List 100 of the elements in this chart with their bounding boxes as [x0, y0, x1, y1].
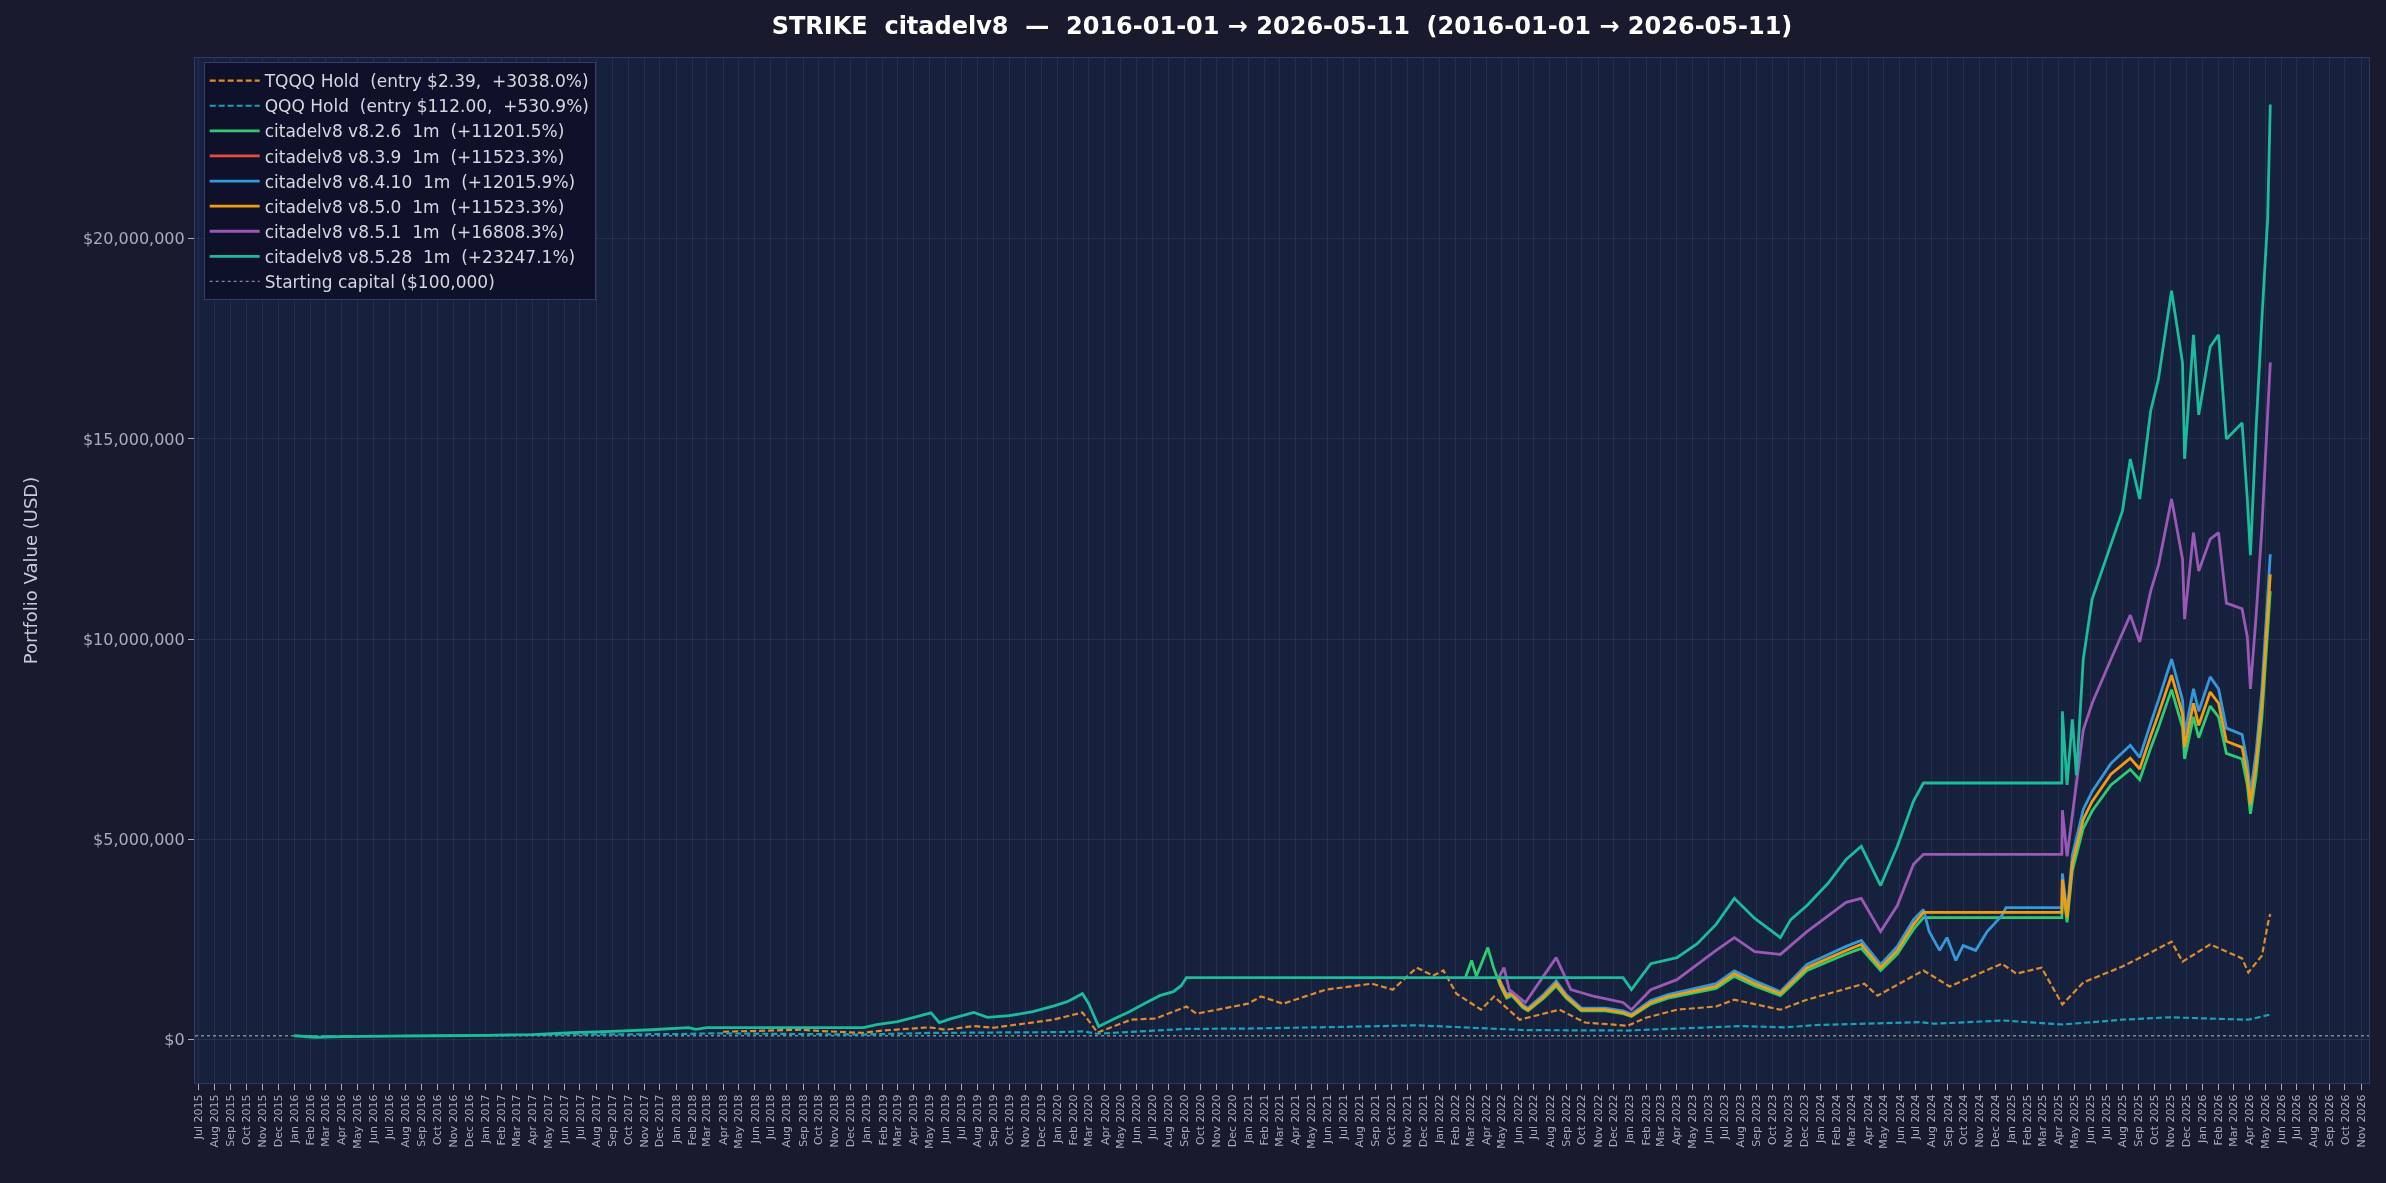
- x-tick-label: Oct 2017: [621, 1094, 635, 1146]
- x-tick-label: Dec 2018: [844, 1094, 858, 1148]
- x-tick-label: Jan 2020: [1050, 1094, 1064, 1144]
- x-tick-label: Mar 2024: [1845, 1094, 1859, 1147]
- x-tick-label: Jan 2016: [287, 1094, 301, 1144]
- x-tick-label: Feb 2023: [1639, 1094, 1653, 1146]
- x-tick-label: May 2016: [351, 1094, 365, 1149]
- x-tick-label: Feb 2022: [1448, 1094, 1462, 1146]
- legend-label: QQQ Hold (entry $112.00, +530.9%): [264, 96, 589, 117]
- x-tick-label: Nov 2022: [1591, 1094, 1605, 1148]
- x-tick-label: Nov 2018: [828, 1094, 842, 1148]
- x-tick-label: Oct 2018: [812, 1094, 826, 1146]
- x-tick-label: Oct 2024: [1957, 1094, 1971, 1146]
- x-tick-label: Aug 2017: [589, 1094, 603, 1148]
- x-tick-label: Aug 2022: [1543, 1094, 1557, 1148]
- x-tick-label: Apr 2016: [335, 1094, 349, 1146]
- x-tick-label: Jan 2026: [2195, 1094, 2209, 1144]
- x-tick-label: Nov 2026: [2354, 1094, 2368, 1148]
- x-tick-label: Oct 2019: [1002, 1094, 1016, 1146]
- x-tick-label: Dec 2016: [462, 1094, 476, 1148]
- chart-title: STRIKE citadelv8 — 2016-01-01 → 2026-05-11 (2016-01-01 → 2026-05-11): [771, 12, 1793, 41]
- x-tick-label: Jun 2020: [1130, 1094, 1144, 1145]
- x-tick-label: Aug 2024: [1925, 1094, 1939, 1148]
- x-tick-label: May 2025: [2067, 1094, 2081, 1149]
- x-tick-label: Jan 2019: [860, 1094, 874, 1144]
- x-tick-label: Nov 2025: [2164, 1094, 2178, 1148]
- x-tick-label: Apr 2019: [907, 1094, 921, 1146]
- x-tick-label: May 2024: [1877, 1094, 1891, 1149]
- x-tick-label: Oct 2015: [239, 1094, 253, 1146]
- x-tick-label: Dec 2019: [1034, 1094, 1048, 1148]
- line-series: [1497, 361, 2272, 1012]
- x-tick-label: May 2021: [1304, 1094, 1318, 1149]
- x-tick-label: Nov 2015: [255, 1094, 269, 1148]
- line-series: [721, 912, 2272, 1035]
- x-tick-label: Sep 2019: [987, 1094, 1001, 1147]
- x-tick-label: Mar 2023: [1654, 1094, 1668, 1147]
- x-tick-label: Dec 2015: [271, 1094, 285, 1148]
- x-tick-label: Oct 2026: [2338, 1094, 2352, 1146]
- y-tick-label: $20,000,000: [82, 229, 185, 249]
- x-tick-label: Feb 2019: [876, 1094, 890, 1146]
- x-tick-label: Oct 2023: [1766, 1094, 1780, 1146]
- x-tick-label: Jun 2023: [1702, 1094, 1716, 1145]
- x-tick-label: Aug 2019: [971, 1094, 985, 1148]
- x-tick-label: Jul 2017: [573, 1094, 587, 1141]
- y-tick-label: $10,000,000: [82, 629, 185, 649]
- x-tick-label: Jun 2021: [1321, 1094, 1335, 1145]
- x-tick-label: Aug 2020: [1162, 1094, 1176, 1148]
- y-tick-label: $0: [164, 1030, 185, 1050]
- x-tick-label: Feb 2018: [685, 1094, 699, 1146]
- x-tick-label: Aug 2015: [207, 1094, 221, 1148]
- x-tick-label: Mar 2020: [1082, 1094, 1096, 1147]
- x-tick-label: Jul 2025: [2099, 1094, 2113, 1141]
- x-tick-label: Feb 2026: [2212, 1094, 2226, 1146]
- x-tick-label: Dec 2021: [1416, 1094, 1430, 1148]
- x-tick-label: Jan 2018: [669, 1094, 683, 1144]
- x-tick-label: Jul 2024: [1909, 1094, 1923, 1141]
- x-tick-label: Jul 2018: [764, 1094, 778, 1141]
- x-tick-label: Sep 2022: [1559, 1094, 1573, 1147]
- x-tick-label: Feb 2024: [1830, 1094, 1844, 1146]
- x-tick-label: Apr 2026: [2242, 1094, 2256, 1146]
- x-tick-label: Aug 2023: [1734, 1094, 1748, 1148]
- x-tick-label: Jul 2019: [954, 1094, 968, 1141]
- x-tick-label: Nov 2016: [447, 1094, 461, 1148]
- x-tick-label: Jul 2021: [1336, 1094, 1350, 1141]
- x-tick-label: Sep 2023: [1750, 1094, 1764, 1147]
- x-tick-label: Sep 2016: [415, 1094, 429, 1147]
- x-tick-label: Sep 2024: [1941, 1094, 1955, 1147]
- x-tick-label: Jun 2026: [2274, 1094, 2288, 1145]
- x-tick-label: Mar 2016: [319, 1094, 333, 1147]
- x-tick-label: Jul 2016: [382, 1094, 396, 1141]
- x-tick-label: Apr 2022: [1479, 1094, 1493, 1146]
- x-tick-label: Mar 2019: [891, 1094, 905, 1147]
- x-tick-label: Apr 2018: [716, 1094, 730, 1146]
- x-tick-label: Mar 2018: [700, 1094, 714, 1147]
- x-tick-label: May 2026: [2258, 1094, 2272, 1149]
- x-tick-label: Dec 2017: [653, 1094, 667, 1148]
- x-tick-label: Jan 2022: [1432, 1094, 1446, 1144]
- x-tick-label: Dec 2022: [1607, 1094, 1621, 1148]
- x-tick-label: Sep 2025: [2132, 1094, 2146, 1147]
- x-tick-label: Aug 2026: [2306, 1094, 2320, 1148]
- x-tick-label: Aug 2018: [780, 1094, 794, 1148]
- x-tick-label: Oct 2022: [1575, 1094, 1589, 1146]
- x-tick-label: Feb 2016: [304, 1094, 318, 1146]
- x-tick-label: Oct 2025: [2147, 1094, 2161, 1146]
- x-tick-label: Dec 2024: [1989, 1094, 2003, 1148]
- x-tick-label: Nov 2024: [1973, 1094, 1987, 1148]
- x-tick-label: Sep 2021: [1369, 1094, 1383, 1147]
- x-tick-label: Mar 2017: [509, 1094, 523, 1147]
- x-tick-label: Oct 2016: [430, 1094, 444, 1146]
- legend-label: TQQQ Hold (entry $2.39, +3038.0%): [263, 71, 589, 92]
- x-tick-label: Dec 2023: [1797, 1094, 1811, 1148]
- x-tick-label: Jun 2025: [2084, 1094, 2098, 1145]
- x-tick-label: Jun 2018: [748, 1094, 762, 1145]
- x-tick-label: Sep 2020: [1178, 1094, 1192, 1147]
- x-tick-label: Mar 2026: [2226, 1094, 2240, 1147]
- legend-label: citadelv8 v8.5.0 1m (+11523.3%): [264, 196, 565, 217]
- x-tick-label: Aug 2021: [1352, 1094, 1366, 1148]
- x-tick-label: Nov 2017: [637, 1094, 651, 1148]
- legend-label: citadelv8 v8.4.10 1m (+12015.9%): [264, 171, 576, 192]
- x-tick-label: May 2017: [541, 1094, 555, 1149]
